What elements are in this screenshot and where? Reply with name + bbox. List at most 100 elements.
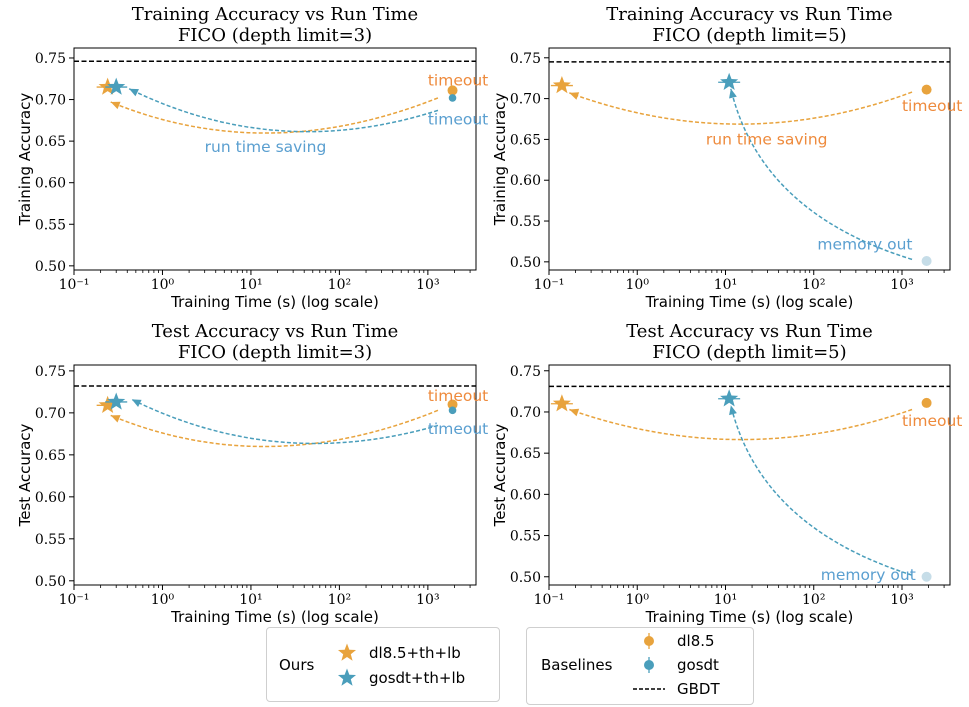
x-axis-label: Training Time (s) (log scale) <box>170 608 379 626</box>
y-tick-label: 0.60 <box>510 173 541 189</box>
x-tick-label: 10¹ <box>714 592 737 608</box>
y-tick-label: 0.65 <box>35 448 66 464</box>
star-marker-dl8.5+th+lb <box>98 395 117 413</box>
legend-item-dl85-th-lb: dl8.5+th+lb <box>335 643 461 663</box>
legend-item-label: dl8.5+th+lb <box>369 644 461 662</box>
y-tick-label: 0.70 <box>35 93 66 109</box>
x-axis-label: Training Time (s) (log scale) <box>170 293 379 311</box>
x-tick-label: 10³ <box>416 277 439 293</box>
x-tick-label: 10⁻¹ <box>534 277 565 293</box>
blue-dot-errorbar-icon <box>644 657 654 673</box>
legend-item-label: gosdt <box>677 656 719 674</box>
y-axis-label: Test Accuracy <box>491 423 509 527</box>
legend-item-gosdt: gosdt <box>631 655 719 675</box>
blue-star-icon <box>337 668 357 686</box>
orange-arrow-curve <box>569 91 913 125</box>
legend-baselines: Baselines dl8.5 gosdt GBDT <box>526 627 754 705</box>
x-tick-label: 10⁰ <box>626 592 650 608</box>
orange-arrow-curve <box>110 409 439 448</box>
blue-arrow-head <box>131 399 142 408</box>
dot-marker-dl8.5 <box>921 397 932 408</box>
star-marker-gosdt+th+lb <box>720 389 739 407</box>
x-tick-label: 10¹ <box>714 277 737 293</box>
annotation-label: run time saving <box>205 138 327 156</box>
chart-title: Training Accuracy vs Run Time <box>606 4 892 25</box>
orange-dot-errorbar-icon <box>644 633 654 649</box>
annotation-label: timeout <box>428 420 488 438</box>
x-tick-label: 10³ <box>890 277 913 293</box>
orange-arrow-head <box>110 415 121 423</box>
y-tick-label: 0.65 <box>35 134 66 150</box>
y-tick-label: 0.55 <box>510 214 541 230</box>
star-marker-gosdt+th+lb <box>107 77 126 95</box>
orange-arrow-curve <box>110 97 439 134</box>
y-tick-label: 0.75 <box>35 51 66 67</box>
dot-marker-gosdt <box>448 406 457 415</box>
y-tick-label: 0.60 <box>510 487 541 503</box>
annotation-label: timeout <box>428 387 488 405</box>
chart-title: Test Accuracy vs Run Time <box>152 321 399 342</box>
legend-item-gbdt: GBDT <box>631 679 720 699</box>
star-marker-dl8.5+th+lb <box>552 394 571 412</box>
x-tick-label: 10³ <box>890 592 913 608</box>
y-tick-label: 0.70 <box>510 405 541 421</box>
y-tick-label: 0.55 <box>510 529 541 545</box>
annotation-label: timeout <box>902 97 962 115</box>
y-tick-label: 0.75 <box>510 51 541 67</box>
x-tick-label: 10⁻¹ <box>59 277 90 293</box>
legend-ours: Ours dl8.5+th+lb gosdt+th+lb <box>266 627 500 702</box>
legend-item-gosdt-th-lb: gosdt+th+lb <box>335 668 465 688</box>
legend-item-label: dl8.5 <box>677 632 715 650</box>
dot-marker-gosdt <box>921 571 932 582</box>
y-tick-label: 0.50 <box>35 259 66 275</box>
blue-arrow-head <box>729 405 737 416</box>
x-tick-label: 10⁻¹ <box>59 592 90 608</box>
chart-subtitle: FICO (depth limit=3) <box>178 25 372 46</box>
y-tick-label: 0.60 <box>35 490 66 506</box>
x-tick-label: 10² <box>328 592 351 608</box>
chart-subtitle: FICO (depth limit=5) <box>652 25 846 46</box>
dot-marker-gosdt <box>921 256 932 267</box>
dashed-line-icon <box>633 688 665 690</box>
blue-arrow-curve <box>128 88 439 133</box>
y-tick-label: 0.55 <box>35 217 66 233</box>
x-tick-label: 10² <box>328 277 351 293</box>
annotation-label: timeout <box>902 412 962 430</box>
y-tick-label: 0.60 <box>35 176 66 192</box>
legend-dot-marker <box>644 660 654 670</box>
y-tick-label: 0.70 <box>510 92 541 108</box>
blue-arrow-curve <box>131 398 439 445</box>
y-tick-label: 0.75 <box>35 364 66 380</box>
y-axis-label: Training Accuracy <box>491 93 509 227</box>
orange-arrow-curve <box>569 408 913 441</box>
x-axis-label: Training Time (s) (log scale) <box>645 608 854 626</box>
dot-marker-dl8.5 <box>447 85 458 96</box>
legend-star-marker <box>337 643 357 661</box>
blue-arrow-curve <box>730 88 913 261</box>
orange-arrow-head <box>569 92 580 100</box>
legend-ours-title: Ours <box>279 656 315 674</box>
x-axis-label: Training Time (s) (log scale) <box>645 293 854 311</box>
y-tick-label: 0.50 <box>510 255 541 271</box>
x-tick-label: 10⁰ <box>626 277 650 293</box>
axes-frame <box>548 47 951 271</box>
legend-dot-marker <box>644 636 654 646</box>
orange-arrow-head <box>569 408 580 417</box>
orange-star-icon <box>337 643 357 661</box>
chart-subtitle: FICO (depth limit=3) <box>178 342 372 363</box>
chart-subtitle: FICO (depth limit=5) <box>652 342 846 363</box>
dot-marker-gosdt <box>448 94 457 102</box>
annotation-label: timeout <box>428 110 488 128</box>
y-tick-label: 0.75 <box>510 364 541 380</box>
legend-item-dl85: dl8.5 <box>631 631 715 651</box>
blue-arrow-head <box>129 88 139 97</box>
x-tick-label: 10² <box>802 277 825 293</box>
y-tick-label: 0.50 <box>35 574 66 590</box>
legend-item-label: GBDT <box>677 680 720 698</box>
annotation-label: memory out <box>817 236 912 254</box>
blue-arrow-head <box>729 88 737 99</box>
